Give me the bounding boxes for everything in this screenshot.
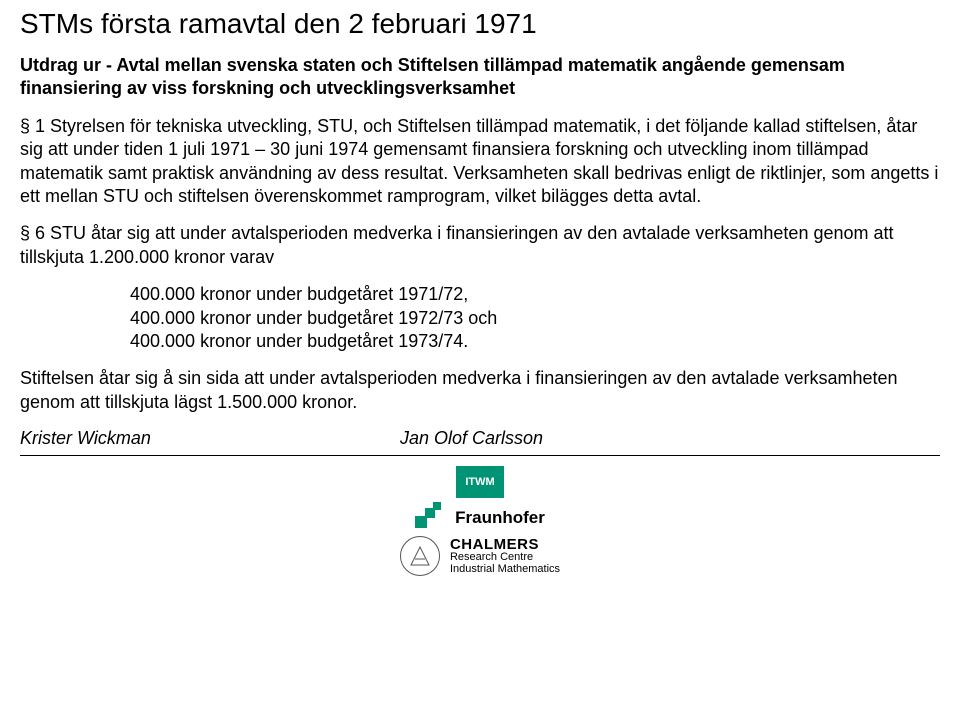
budget-line-1: 400.000 kronor under budgetåret 1971/72, xyxy=(130,283,940,306)
signature-right: Jan Olof Carlsson xyxy=(400,428,543,449)
fraunhofer-icon xyxy=(415,502,443,530)
chalmers-icon xyxy=(400,536,440,576)
fraunhofer-label-row: Fraunhofer xyxy=(415,502,545,530)
fraunhofer-row: ITWM xyxy=(456,466,504,498)
chalmers-name: CHALMERS xyxy=(450,537,560,553)
page-title: STMs första ramavtal den 2 februari 1971 xyxy=(20,8,940,40)
document-page: STMs första ramavtal den 2 februari 1971… xyxy=(0,0,960,584)
chalmers-text: CHALMERS Research Centre Industrial Math… xyxy=(450,537,560,576)
paragraph-last: Stiftelsen åtar sig å sin sida att under… xyxy=(20,367,940,414)
chalmers-row: CHALMERS Research Centre Industrial Math… xyxy=(400,536,560,576)
budget-line-2: 400.000 kronor under budgetåret 1972/73 … xyxy=(130,307,940,330)
subtitle: Utdrag ur - Avtal mellan svenska staten … xyxy=(20,54,940,101)
fraunhofer-label: Fraunhofer xyxy=(455,508,545,528)
budget-line-3: 400.000 kronor under budgetåret 1973/74. xyxy=(130,330,940,353)
paragraph-1: § 1 Styrelsen för tekniska utveckling, S… xyxy=(20,115,940,209)
signature-left: Krister Wickman xyxy=(20,428,400,449)
paragraph-6: § 6 STU åtar sig att under avtalsperiode… xyxy=(20,222,940,269)
divider xyxy=(20,455,940,456)
itwm-logo: ITWM xyxy=(456,466,504,498)
chalmers-sub2: Industrial Mathematics xyxy=(450,564,560,576)
budget-list: 400.000 kronor under budgetåret 1971/72,… xyxy=(20,283,940,353)
logo-block: ITWM Fraunhofer CHALMERS Research Centre xyxy=(350,466,610,576)
signature-row: Krister Wickman Jan Olof Carlsson xyxy=(20,428,940,449)
